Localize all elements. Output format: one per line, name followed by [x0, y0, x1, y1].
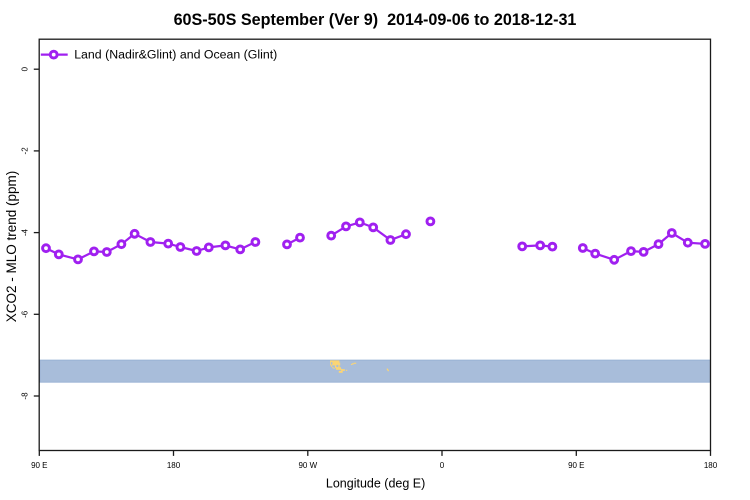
svg-text:180: 180: [167, 461, 181, 470]
svg-text:Land (Nadir&Glint) and Ocean (: Land (Nadir&Glint) and Ocean (Glint): [74, 48, 277, 62]
svg-text:90 E: 90 E: [568, 461, 584, 470]
svg-text:90 E: 90 E: [31, 461, 47, 470]
svg-text:180: 180: [704, 461, 718, 470]
svg-text:0: 0: [21, 66, 30, 71]
svg-text:90 W: 90 W: [298, 461, 317, 470]
svg-text:-6: -6: [21, 310, 30, 318]
svg-text:XCO2 - MLO trend (ppm): XCO2 - MLO trend (ppm): [4, 171, 19, 323]
svg-text:-8: -8: [21, 392, 30, 400]
svg-text:-4: -4: [21, 228, 30, 236]
svg-text:Longitude (deg E): Longitude (deg E): [326, 477, 425, 491]
svg-text:-2: -2: [21, 147, 30, 155]
svg-text:60S-50S September (Ver 9) 201: 60S-50S September (Ver 9) 2014-09-06 to …: [174, 11, 577, 29]
svg-text:0: 0: [440, 461, 445, 470]
